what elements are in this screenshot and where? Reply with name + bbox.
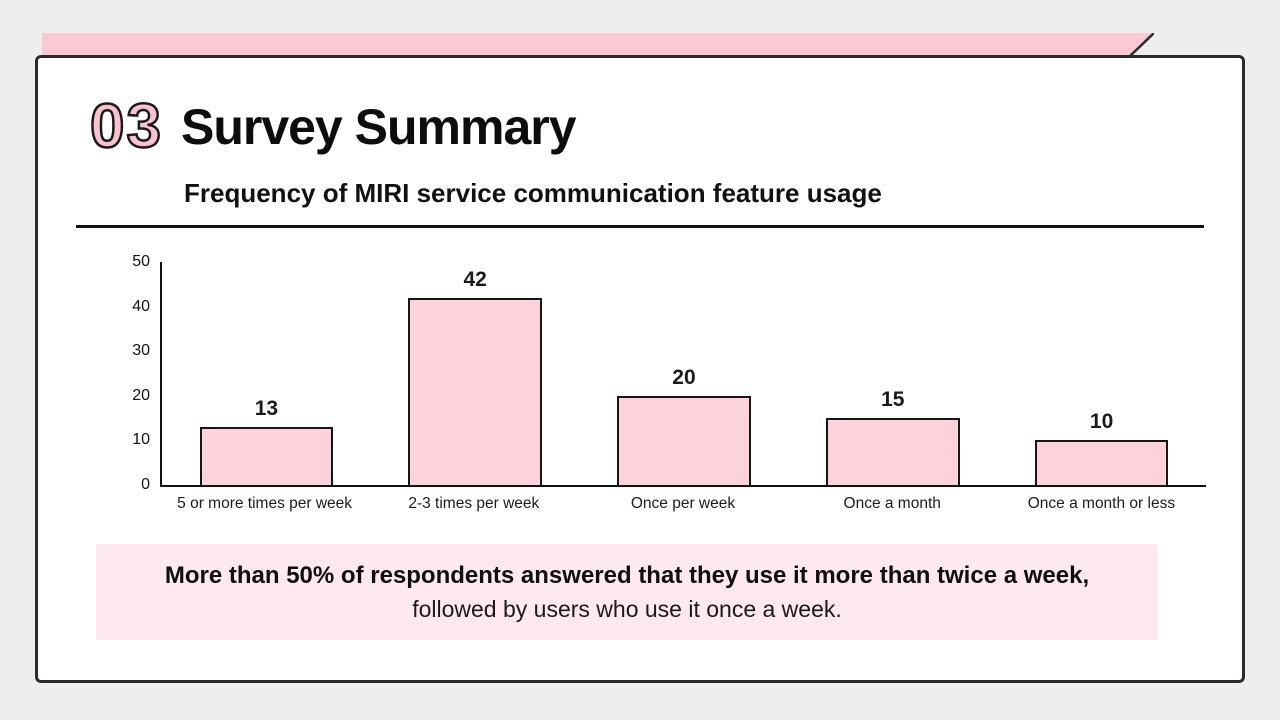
y-tick-label: 0 xyxy=(141,476,150,493)
y-tick-label: 40 xyxy=(132,297,150,315)
bar-cell: 15 xyxy=(788,262,997,485)
bar: 10 xyxy=(1034,410,1169,485)
y-tick-label: 10 xyxy=(132,431,150,449)
bars-container: 13 42 20 15 10 xyxy=(162,262,1206,485)
title-row: 03 Survey Summary xyxy=(89,92,577,161)
bar-cell: 42 xyxy=(371,262,580,485)
bar-cell: 10 xyxy=(997,262,1206,485)
bar-value-label: 10 xyxy=(1089,410,1114,434)
y-tick-label: 30 xyxy=(132,342,150,360)
bar-value-label: 15 xyxy=(881,388,905,412)
bar-cell: 13 xyxy=(162,262,371,485)
x-axis-label: 5 or more times per week xyxy=(177,495,353,512)
x-axis-label: Once per week xyxy=(630,495,736,512)
bar-chart: 0 10 20 30 40 50 13 42 20 15 10 5 or more times p… xyxy=(98,253,1206,513)
summary-line-2: followed by users who use it once a week… xyxy=(412,595,842,622)
bar-cell: 20 xyxy=(580,262,789,485)
page-title: Survey Summary xyxy=(180,99,577,155)
slide-card: 03 Survey Summary Frequency of MIRI serv… xyxy=(35,55,1245,683)
bar-value-label: 42 xyxy=(463,267,487,291)
bar: 42 xyxy=(408,268,542,485)
bar: 20 xyxy=(617,366,751,485)
x-axis-label: 2-3 times per week xyxy=(408,495,540,512)
header-divider xyxy=(76,225,1204,228)
bar: 13 xyxy=(199,397,334,485)
bar: 15 xyxy=(825,388,960,485)
summary-line-1: More than 50% of respondents answered th… xyxy=(164,562,1090,590)
summary-callout: More than 50% of respondents answered th… xyxy=(96,544,1158,640)
y-tick-label: 50 xyxy=(132,253,150,270)
y-tick-label: 20 xyxy=(132,386,150,404)
bar-value-label: 20 xyxy=(672,365,696,389)
slide-subtitle: Frequency of MIRI service communication … xyxy=(184,178,882,208)
x-axis-label: Once a month or less xyxy=(1027,495,1176,512)
header-ribbon xyxy=(42,33,1154,56)
x-axis-label: Once a month xyxy=(843,495,941,512)
bar-value-label: 13 xyxy=(254,397,279,421)
section-number-badge: 03 xyxy=(89,92,163,161)
header-ribbon-shape xyxy=(42,33,1154,56)
x-axis-labels: 5 or more times per week 2-3 times per we… xyxy=(160,495,1206,513)
plot-area: 0 10 20 30 40 50 13 42 20 15 10 xyxy=(132,253,1206,493)
